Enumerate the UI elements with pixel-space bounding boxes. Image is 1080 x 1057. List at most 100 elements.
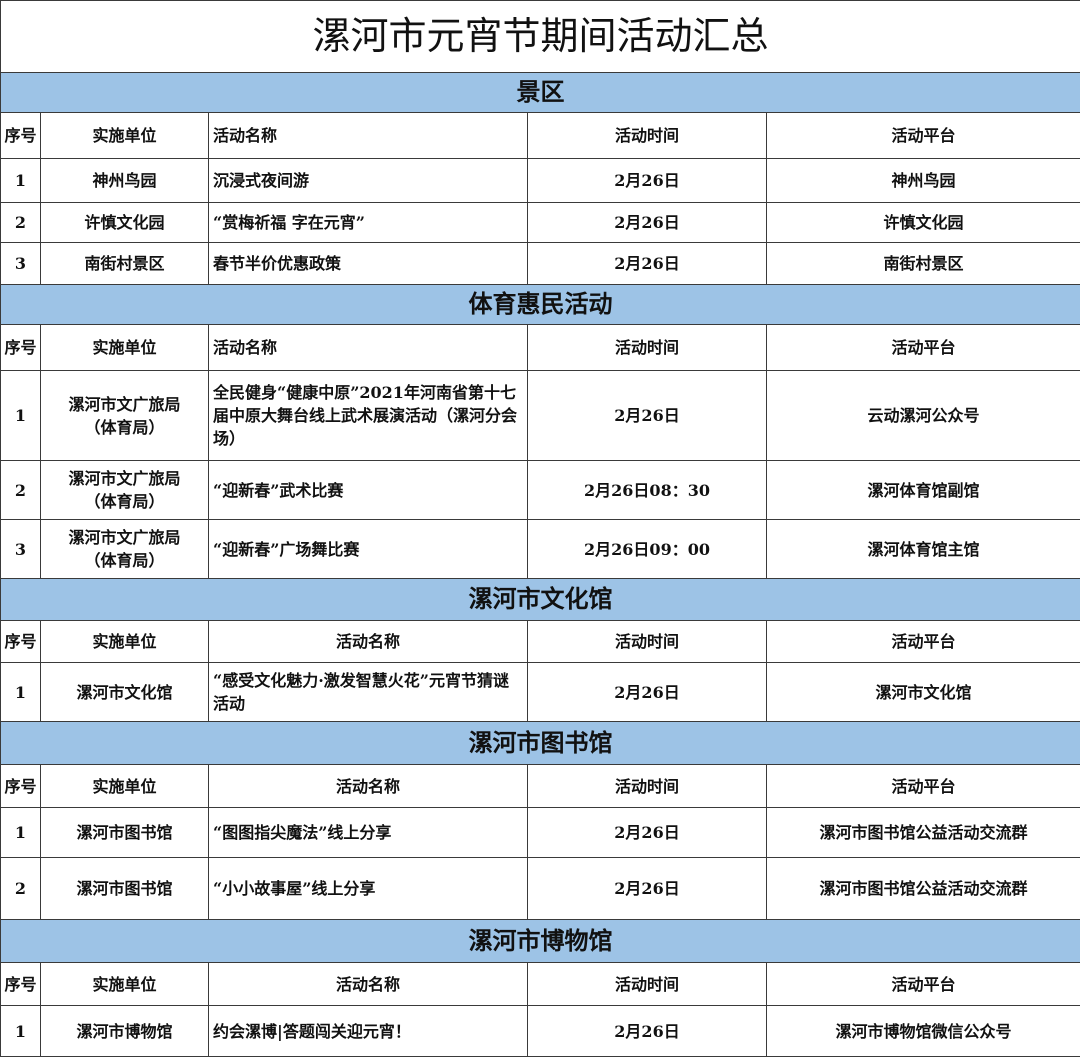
activity-time: 2月26日09：00	[528, 520, 767, 579]
unit-text: 神州鸟园	[92, 169, 156, 192]
index: 1	[1, 159, 41, 203]
activity-platform: 云动漯河公众号	[767, 371, 1080, 461]
activity-platform: 许慎文化园	[767, 203, 1080, 243]
header-unit: 实施单位	[41, 621, 209, 663]
activity-time: 2月26日	[528, 159, 767, 203]
section-title: 体育惠民活动	[1, 285, 1080, 325]
activity-time: 2月26日	[528, 663, 767, 722]
header-activity-time: 活动时间	[528, 621, 767, 663]
header-activity-time: 活动时间	[528, 765, 767, 808]
activity-time: 2月26日	[528, 808, 767, 858]
header-unit: 实施单位	[41, 765, 209, 808]
header-activity-time: 活动时间	[528, 963, 767, 1006]
unit-text: 漯河市文广旅局（体育局）	[64, 393, 186, 439]
table-row: 序号实施单位活动名称活动时间活动平台	[1, 113, 1080, 159]
index: 2	[1, 858, 41, 920]
table-row: 序号实施单位活动名称活动时间活动平台	[1, 963, 1080, 1006]
header-activity-name: 活动名称	[209, 325, 528, 371]
header-index: 序号	[1, 325, 41, 371]
unit: 漯河市图书馆	[41, 858, 209, 920]
unit-text: 漯河市文广旅局（体育局）	[64, 526, 186, 572]
table-row: 1 漯河市博物馆 约会漯博|答题闯关迎元宵！2月26日漯河市博物馆微信公众号	[1, 1006, 1080, 1057]
activity-name: “迎新春”广场舞比赛	[209, 520, 528, 579]
unit: 漯河市图书馆	[41, 808, 209, 858]
unit-text: 许慎文化园	[84, 211, 164, 234]
table-row: 漯河市博物馆	[1, 920, 1080, 963]
header-unit: 实施单位	[41, 963, 209, 1006]
section-title: 景区	[1, 73, 1080, 113]
header-activity-time: 活动时间	[528, 325, 767, 371]
section-title: 漯河市博物馆	[1, 920, 1080, 963]
activity-name: “小小故事屋”线上分享	[209, 858, 528, 920]
activity-platform: 神州鸟园	[767, 159, 1080, 203]
activity-name: 沉浸式夜间游	[209, 159, 528, 203]
table-row: 漯河市图书馆	[1, 722, 1080, 765]
header-activity-platform: 活动平台	[767, 621, 1080, 663]
index: 1	[1, 1006, 41, 1057]
activity-name: “图图指尖魔法”线上分享	[209, 808, 528, 858]
unit-text: 漯河市文化馆	[76, 681, 172, 704]
header-unit: 实施单位	[41, 325, 209, 371]
activity-name: “迎新春”武术比赛	[209, 461, 528, 520]
activity-platform: 漯河市文化馆	[767, 663, 1080, 722]
activity-name: 约会漯博|答题闯关迎元宵！	[209, 1006, 528, 1057]
table-row: 景区	[1, 73, 1080, 113]
activity-time: 2月26日	[528, 1006, 767, 1057]
activity-time: 2月26日	[528, 371, 767, 461]
activity-platform: 漯河体育馆副馆	[767, 461, 1080, 520]
table-row: 漯河市文化馆	[1, 579, 1080, 621]
table-title: 漯河市元宵节期间活动汇总	[1, 1, 1080, 73]
index: 2	[1, 461, 41, 520]
header-index: 序号	[1, 621, 41, 663]
activity-time: 2月26日08：30	[528, 461, 767, 520]
header-activity-time: 活动时间	[528, 113, 767, 159]
unit-text: 漯河市图书馆	[76, 821, 172, 844]
activity-name: 全民健身“健康中原”2021年河南省第十七届中原大舞台线上武术展演活动（漯河分会…	[209, 371, 528, 461]
header-activity-platform: 活动平台	[767, 325, 1080, 371]
header-unit: 实施单位	[41, 113, 209, 159]
unit-text: 漯河市图书馆	[76, 877, 172, 900]
activity-name: “赏梅祈福 字在元宵”	[209, 203, 528, 243]
unit-text: 漯河市博物馆	[76, 1020, 172, 1043]
index: 2	[1, 203, 41, 243]
header-activity-name: 活动名称	[209, 963, 528, 1006]
unit: 漯河市博物馆	[41, 1006, 209, 1057]
activity-name: 春节半价优惠政策	[209, 243, 528, 285]
index: 1	[1, 371, 41, 461]
table-row: 体育惠民活动	[1, 285, 1080, 325]
header-activity-name: 活动名称	[209, 621, 528, 663]
table-row: 序号实施单位活动名称活动时间活动平台	[1, 765, 1080, 808]
index: 1	[1, 663, 41, 722]
unit: 南街村景区	[41, 243, 209, 285]
activity-platform: 漯河体育馆主馆	[767, 520, 1080, 579]
activity-platform: 漯河市图书馆公益活动交流群	[767, 858, 1080, 920]
unit: 漯河市文化馆	[41, 663, 209, 722]
activity-platform: 南街村景区	[767, 243, 1080, 285]
unit: 漯河市文广旅局（体育局）	[41, 461, 209, 520]
activity-platform: 漯河市博物馆微信公众号	[767, 1006, 1080, 1057]
header-index: 序号	[1, 113, 41, 159]
header-activity-name: 活动名称	[209, 113, 528, 159]
unit-text: 漯河市文广旅局（体育局）	[64, 467, 186, 513]
header-index: 序号	[1, 963, 41, 1006]
section-title: 漯河市图书馆	[1, 722, 1080, 765]
unit-text: 南街村景区	[84, 252, 164, 275]
unit: 许慎文化园	[41, 203, 209, 243]
activity-platform: 漯河市图书馆公益活动交流群	[767, 808, 1080, 858]
section-title: 漯河市文化馆	[1, 579, 1080, 621]
table-row: 1 漯河市文广旅局（体育局） 全民健身“健康中原”2021年河南省第十七届中原大舞台…	[1, 371, 1080, 461]
header-activity-platform: 活动平台	[767, 963, 1080, 1006]
table-row: 序号实施单位活动名称活动时间活动平台	[1, 621, 1080, 663]
activity-time: 2月26日	[528, 858, 767, 920]
activity-name: “感受文化魅力·激发智慧火花”元宵节猜谜活动	[209, 663, 528, 722]
header-activity-platform: 活动平台	[767, 765, 1080, 808]
index: 3	[1, 520, 41, 579]
